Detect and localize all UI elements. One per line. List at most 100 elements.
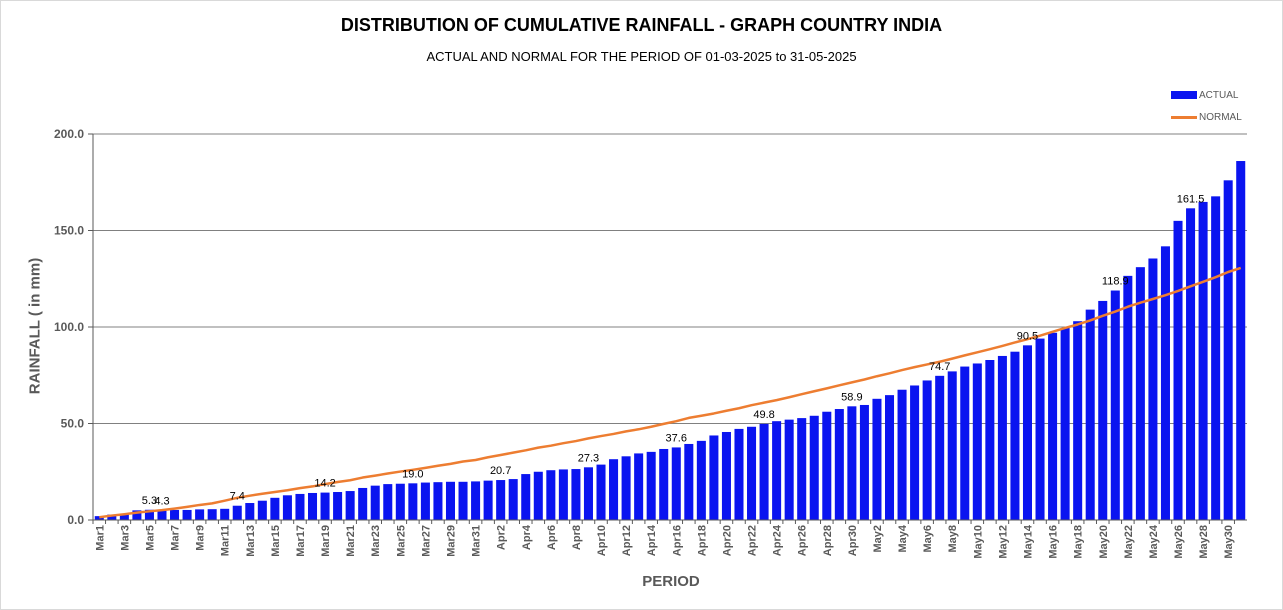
bar-actual xyxy=(1035,338,1045,520)
data-label: 19.0 xyxy=(402,468,423,480)
bar-actual xyxy=(609,459,619,520)
bar-actual xyxy=(1022,345,1032,520)
bar-actual xyxy=(972,363,982,520)
data-label: 58.9 xyxy=(841,391,862,403)
y-tick-label: 200.0 xyxy=(54,127,84,141)
bar-actual xyxy=(308,492,318,520)
bar-actual xyxy=(1060,327,1070,520)
data-label: 118.9 xyxy=(1102,276,1129,288)
bar-actual xyxy=(157,510,167,520)
data-label: 20.7 xyxy=(490,465,511,477)
bar-actual xyxy=(910,385,920,520)
bar-actual xyxy=(395,483,405,520)
x-tick-label: May8 xyxy=(947,525,959,553)
bar-actual xyxy=(1148,258,1158,520)
data-label: 49.8 xyxy=(753,409,774,421)
y-tick-label: 100.0 xyxy=(54,320,84,334)
data-label: 14.2 xyxy=(314,478,335,490)
bar-actual xyxy=(1010,351,1020,520)
bar-actual xyxy=(383,484,393,520)
bar-actual xyxy=(759,423,769,520)
bar-actual xyxy=(772,421,782,520)
x-tick-label: Mar13 xyxy=(245,525,257,557)
bar-actual xyxy=(646,451,656,520)
bar-actual xyxy=(847,406,857,520)
bar-actual xyxy=(270,497,280,520)
x-tick-label: May22 xyxy=(1123,525,1135,559)
legend: ACTUAL NORMAL xyxy=(1171,84,1242,128)
x-tick-label: Apr30 xyxy=(847,525,859,556)
x-tick-label: May28 xyxy=(1198,525,1210,559)
x-tick-label: Mar29 xyxy=(445,525,457,557)
x-tick-label: Mar9 xyxy=(195,525,207,551)
bar-actual xyxy=(232,505,242,520)
x-tick-label: Apr12 xyxy=(621,525,633,556)
data-label: 37.6 xyxy=(666,432,687,444)
x-tick-label: Mar15 xyxy=(270,525,282,557)
bar-actual xyxy=(1123,275,1133,520)
bar-actual xyxy=(671,447,681,520)
chart-subtitle: ACTUAL AND NORMAL FOR THE PERIOD OF 01-0… xyxy=(426,49,857,64)
bar-actual xyxy=(596,464,606,520)
x-tick-label: Mar3 xyxy=(119,525,131,551)
bar-actual xyxy=(721,431,731,520)
bar-actual xyxy=(420,482,430,520)
bar-actual xyxy=(659,448,669,520)
bar-actual xyxy=(621,456,631,520)
bar-actual xyxy=(483,480,493,520)
x-tick-label: May18 xyxy=(1073,525,1085,559)
x-tick-label: Apr26 xyxy=(797,525,809,556)
data-label: 90.5 xyxy=(1017,330,1038,342)
x-tick-label: May14 xyxy=(1022,524,1034,559)
x-tick-label: May6 xyxy=(922,525,934,553)
x-tick-label: Mar23 xyxy=(370,525,382,557)
bar-actual xyxy=(333,492,343,520)
x-tick-label: Mar19 xyxy=(320,525,332,557)
x-tick-label: Apr8 xyxy=(571,525,583,550)
y-tick-label: 150.0 xyxy=(54,224,84,238)
bar-actual xyxy=(546,470,556,520)
bar-actual xyxy=(1211,196,1221,520)
data-label: 7.4 xyxy=(230,491,245,503)
bar-actual xyxy=(797,418,807,520)
bar-actual xyxy=(1085,309,1095,520)
data-label: 27.3 xyxy=(578,452,599,464)
bar-actual xyxy=(696,440,706,520)
bar-actual xyxy=(872,398,882,520)
x-tick-label: Mar27 xyxy=(420,525,432,557)
bar-actual xyxy=(583,467,593,520)
x-tick-label: Mar1 xyxy=(94,525,106,551)
x-tick-label: Apr14 xyxy=(646,524,658,556)
x-tick-label: Mar21 xyxy=(345,525,357,557)
bar-actual xyxy=(433,482,443,520)
bar-actual xyxy=(634,453,644,520)
legend-swatch-actual xyxy=(1171,91,1197,99)
bar-actual xyxy=(834,409,844,520)
y-tick-label: 50.0 xyxy=(61,417,85,431)
bar-actual xyxy=(1160,246,1170,520)
x-tick-label: May10 xyxy=(972,525,984,559)
x-tick-label: May26 xyxy=(1173,525,1185,559)
bar-actual xyxy=(822,411,832,520)
bar-actual xyxy=(1110,290,1120,520)
bar-actual xyxy=(445,481,455,520)
x-tick-label: Mar25 xyxy=(395,525,407,557)
bar-actual xyxy=(1073,321,1083,520)
legend-label-normal: NORMAL xyxy=(1199,111,1242,123)
bar-actual xyxy=(558,469,568,520)
bar-actual xyxy=(370,485,380,520)
data-label: 5.3 xyxy=(142,495,157,507)
bar-actual xyxy=(1173,220,1183,520)
x-tick-label: Apr16 xyxy=(671,525,683,556)
bar-actual xyxy=(458,481,468,520)
chart-title: DISTRIBUTION OF CUMULATIVE RAINFALL - GR… xyxy=(340,15,943,35)
bar-actual xyxy=(922,380,932,520)
legend-item-actual: ACTUAL xyxy=(1171,84,1242,106)
bar-actual xyxy=(257,500,267,520)
bar-actual xyxy=(195,509,205,520)
x-tick-label: May16 xyxy=(1048,525,1060,559)
bar-actual xyxy=(521,474,531,520)
bar-actual xyxy=(1135,267,1145,520)
bar-actual xyxy=(947,371,957,520)
